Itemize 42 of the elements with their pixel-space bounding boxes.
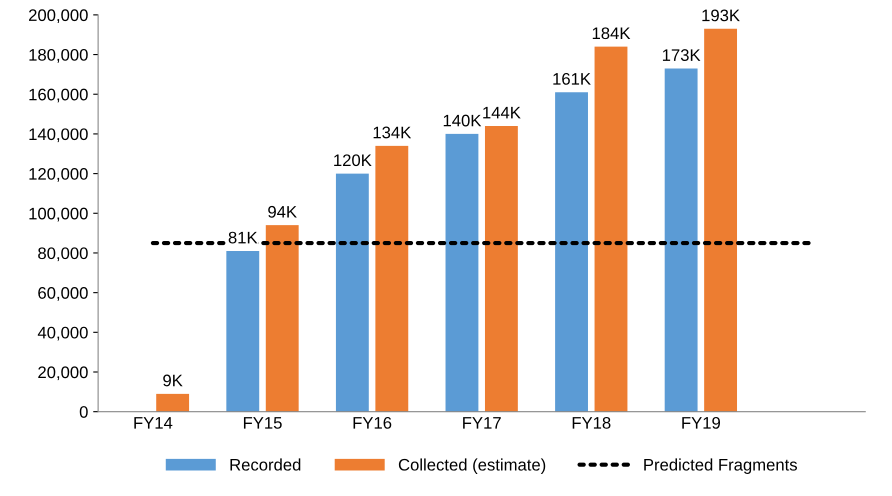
x-tick-label: FY15 — [244, 417, 282, 429]
y-tick-label: 0 — [80, 406, 88, 418]
bar — [336, 174, 369, 412]
x-tick-label: FY17 — [463, 417, 501, 429]
data-label: 94K — [268, 206, 297, 218]
legend-label: Recorded — [230, 458, 300, 471]
y-tick-label: 160,000 — [29, 88, 88, 102]
bar — [226, 250, 260, 412]
legend-label: Predicted Fragments — [644, 458, 797, 474]
x-tick-label: FY14 — [134, 417, 172, 429]
y-tick-label: 100,000 — [29, 208, 88, 222]
legend-label: Collected (estimate) — [398, 458, 546, 474]
y-tick-label: 40,000 — [38, 326, 88, 340]
y-tick-label: 180,000 — [29, 48, 88, 63]
bar — [156, 394, 190, 412]
x-tick-label: FY16 — [354, 416, 392, 429]
bar — [375, 146, 408, 412]
data-label: 173K — [662, 49, 700, 61]
y-tick-label: 80,000 — [38, 247, 88, 262]
y-tick-label: 20,000 — [38, 366, 88, 380]
y-tick-label: 60,000 — [38, 287, 88, 301]
data-label: 140K — [444, 114, 482, 126]
bar — [484, 126, 518, 412]
data-label: 9K — [163, 374, 183, 386]
data-label: 134K — [374, 126, 412, 138]
y-tick-label: 120,000 — [29, 168, 88, 182]
bar — [446, 134, 478, 412]
data-label: 184K — [592, 27, 630, 40]
x-tick-label: FY18 — [572, 416, 610, 429]
bar — [594, 46, 628, 412]
bar — [266, 225, 299, 412]
y-tick-label: 200,000 — [28, 9, 88, 24]
y-tick-label: 140,000 — [29, 128, 88, 142]
data-label: 120K — [334, 154, 372, 166]
bar — [664, 68, 698, 412]
data-label: 193K — [702, 10, 740, 22]
bar — [555, 92, 588, 412]
data-label: 144K — [483, 106, 521, 118]
data-label: 161K — [553, 72, 591, 85]
x-tick-label: FY19 — [682, 416, 720, 429]
bar — [704, 28, 738, 412]
data-label: 81K — [228, 232, 258, 244]
